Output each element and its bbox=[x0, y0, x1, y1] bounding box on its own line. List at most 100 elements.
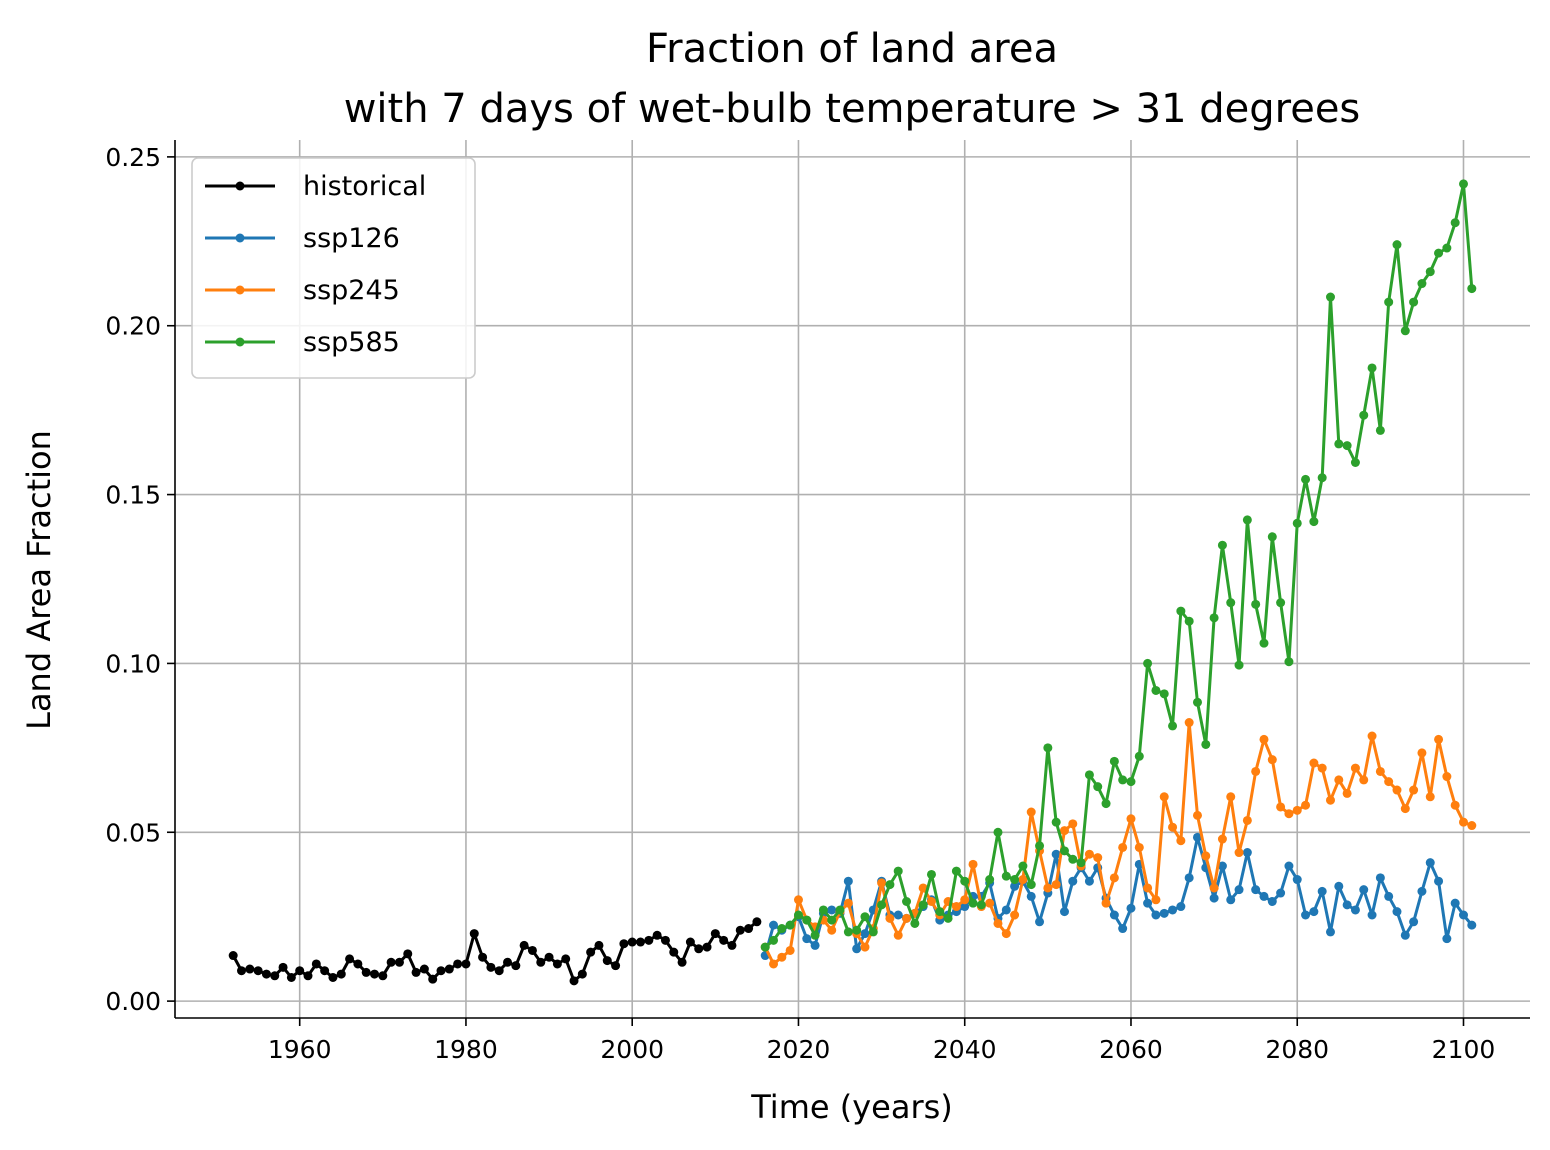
legend-label: historical bbox=[303, 171, 426, 202]
data-point-ssp585 bbox=[1084, 770, 1094, 780]
data-point-ssp126 bbox=[1226, 895, 1236, 905]
data-point-historical bbox=[652, 930, 662, 940]
data-point-ssp585 bbox=[1276, 598, 1286, 608]
data-point-ssp585 bbox=[1392, 240, 1402, 250]
data-point-ssp245 bbox=[1151, 895, 1161, 905]
data-point-ssp245 bbox=[993, 918, 1003, 928]
data-point-ssp245 bbox=[1026, 807, 1036, 817]
data-point-ssp126 bbox=[1367, 910, 1377, 920]
data-point-ssp245 bbox=[1276, 802, 1286, 812]
data-point-ssp585 bbox=[1342, 441, 1352, 451]
data-point-ssp245 bbox=[1425, 792, 1435, 802]
data-point-ssp245 bbox=[843, 898, 853, 908]
data-point-ssp585 bbox=[835, 905, 845, 915]
data-point-ssp585 bbox=[868, 927, 878, 937]
data-point-historical bbox=[411, 967, 421, 977]
data-point-historical bbox=[752, 917, 762, 927]
data-point-ssp585 bbox=[1317, 473, 1327, 483]
x-tick-label: 2080 bbox=[1265, 1035, 1329, 1064]
data-point-ssp585 bbox=[1059, 846, 1069, 856]
data-point-historical bbox=[561, 954, 571, 964]
data-point-ssp126 bbox=[1267, 897, 1277, 906]
x-tick-label: 2100 bbox=[1432, 1035, 1496, 1064]
data-point-historical bbox=[478, 952, 488, 962]
data-point-ssp126 bbox=[1259, 891, 1269, 901]
data-point-ssp126 bbox=[1010, 881, 1020, 891]
data-point-ssp245 bbox=[1242, 815, 1252, 825]
data-point-historical bbox=[370, 969, 380, 979]
data-point-ssp245 bbox=[1409, 785, 1419, 795]
data-point-ssp245 bbox=[1375, 766, 1385, 776]
series-ssp585 bbox=[760, 179, 1477, 952]
data-point-ssp245 bbox=[1217, 834, 1227, 844]
data-point-ssp126 bbox=[1459, 910, 1468, 920]
data-point-historical bbox=[378, 971, 388, 981]
data-point-ssp245 bbox=[1126, 814, 1136, 824]
data-point-historical bbox=[419, 964, 429, 974]
data-point-ssp126 bbox=[1068, 876, 1078, 886]
data-point-ssp585 bbox=[1043, 743, 1053, 753]
legend-box bbox=[191, 157, 476, 379]
data-point-ssp245 bbox=[1442, 772, 1452, 782]
y-tick-label: 0.05 bbox=[105, 818, 161, 847]
data-point-ssp245 bbox=[960, 895, 970, 905]
data-point-ssp126 bbox=[1234, 885, 1244, 895]
data-point-ssp585 bbox=[1384, 297, 1394, 307]
data-point-ssp245 bbox=[1400, 804, 1410, 814]
data-point-ssp585 bbox=[968, 898, 978, 908]
data-point-ssp245 bbox=[827, 925, 837, 935]
data-point-ssp585 bbox=[1026, 880, 1036, 890]
data-point-ssp126 bbox=[1151, 910, 1161, 920]
data-point-historical bbox=[636, 937, 646, 947]
data-point-historical bbox=[627, 937, 637, 947]
data-point-ssp585 bbox=[1350, 458, 1360, 467]
y-axis-label: Land Area Fraction bbox=[20, 430, 58, 730]
data-point-ssp245 bbox=[769, 959, 779, 969]
data-point-historical bbox=[552, 959, 562, 969]
data-point-historical bbox=[619, 939, 629, 949]
data-point-historical bbox=[577, 969, 587, 979]
data-point-ssp245 bbox=[1192, 810, 1202, 820]
data-point-ssp245 bbox=[1359, 775, 1369, 785]
data-point-ssp585 bbox=[1292, 518, 1302, 528]
data-point-ssp585 bbox=[1367, 363, 1377, 373]
data-point-ssp126 bbox=[1209, 893, 1219, 903]
data-point-ssp585 bbox=[1068, 854, 1078, 864]
data-point-ssp245 bbox=[1201, 851, 1211, 861]
data-point-ssp585 bbox=[818, 905, 828, 915]
data-point-ssp585 bbox=[1217, 540, 1227, 550]
chart-title-line1: Fraction of land area bbox=[646, 26, 1058, 72]
data-point-ssp245 bbox=[1018, 875, 1028, 885]
data-point-ssp585 bbox=[860, 912, 870, 922]
data-point-ssp585 bbox=[777, 924, 787, 934]
data-point-historical bbox=[361, 967, 371, 977]
data-point-historical bbox=[403, 949, 413, 959]
data-point-ssp585 bbox=[1151, 685, 1161, 695]
data-point-ssp126 bbox=[1325, 927, 1335, 937]
data-point-ssp585 bbox=[1417, 279, 1427, 289]
data-point-ssp585 bbox=[1400, 326, 1410, 336]
data-point-ssp126 bbox=[1292, 875, 1302, 885]
data-point-historical bbox=[386, 957, 396, 967]
data-point-ssp245 bbox=[893, 930, 903, 940]
data-point-ssp585 bbox=[1101, 799, 1111, 809]
data-point-ssp126 bbox=[1417, 886, 1427, 896]
data-point-historical bbox=[669, 947, 679, 957]
data-point-historical bbox=[261, 969, 271, 979]
legend-label: ssp126 bbox=[303, 223, 400, 254]
x-tick-label: 2020 bbox=[767, 1035, 831, 1064]
data-point-ssp126 bbox=[1334, 881, 1344, 891]
data-point-ssp245 bbox=[1284, 809, 1294, 819]
data-point-historical bbox=[237, 966, 246, 976]
data-point-historical bbox=[544, 952, 554, 962]
data-point-ssp585 bbox=[1234, 660, 1244, 670]
data-point-historical bbox=[286, 972, 296, 982]
series-line-ssp126 bbox=[763, 835, 1473, 956]
data-point-ssp126 bbox=[1168, 905, 1178, 915]
data-point-ssp126 bbox=[1118, 924, 1128, 934]
data-point-historical bbox=[519, 940, 529, 950]
data-point-ssp245 bbox=[902, 913, 912, 923]
data-point-ssp245 bbox=[1059, 826, 1069, 836]
data-point-ssp126 bbox=[1217, 861, 1227, 871]
data-point-ssp585 bbox=[1134, 751, 1144, 761]
